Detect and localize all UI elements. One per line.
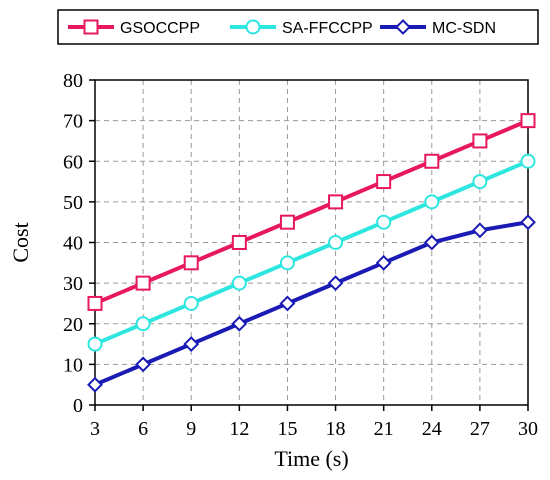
data-point: [183, 255, 199, 271]
y-tick-label: 70: [63, 111, 83, 133]
y-tick-label: 50: [63, 192, 83, 214]
legend-label: SA-FFCCPP: [282, 20, 373, 37]
data-point: [231, 275, 247, 291]
x-tick-label: 12: [229, 418, 249, 440]
data-point: [87, 336, 103, 352]
legend-item: GSOCCPP: [68, 19, 200, 37]
data-point: [135, 275, 151, 291]
data-point: [472, 133, 488, 149]
x-tick-label: 3: [90, 418, 100, 440]
data-point: [375, 254, 392, 271]
data-point: [424, 194, 440, 210]
data-point: [231, 315, 248, 332]
y-tick-label: 20: [63, 314, 83, 336]
data-point: [472, 174, 488, 190]
legend-item: SA-FFCCPP: [230, 19, 373, 37]
y-tick-label: 10: [63, 354, 83, 376]
data-point: [376, 214, 392, 230]
data-point: [279, 295, 296, 312]
data-point: [520, 214, 536, 231]
data-point: [183, 295, 199, 311]
data-point: [520, 113, 536, 129]
data-point: [328, 194, 344, 210]
series-sa-ffccpp: [87, 153, 536, 352]
x-tick-label: 21: [374, 418, 394, 440]
x-tick-label: 6: [138, 418, 148, 440]
data-point: [471, 222, 488, 239]
y-tick-label: 30: [63, 273, 83, 295]
y-tick-label: 60: [63, 151, 83, 173]
x-tick-label: 27: [470, 418, 490, 440]
x-axis-title: Time (s): [274, 446, 348, 471]
legend: GSOCCPP SA-FFCCPP MC-SDN: [57, 9, 539, 45]
data-point: [520, 153, 536, 169]
data-point: [424, 153, 440, 169]
y-tick-label: 0: [73, 395, 83, 417]
data-point: [87, 376, 103, 393]
series-mc-sdn: [87, 214, 536, 393]
legend-item: MC-SDN: [380, 19, 496, 37]
data-point: [328, 235, 344, 250]
legend-label: MC-SDN: [432, 20, 496, 37]
legend-label: GSOCCPP: [120, 20, 200, 37]
data-point: [231, 235, 247, 250]
x-tick-label: 9: [186, 418, 196, 440]
data-point: [327, 275, 344, 292]
axes: 0 10 20 30 40 50 60 70 80 3 6 9 12 15 18 21 24 27 30: [63, 70, 538, 440]
data-point: [87, 295, 103, 311]
x-tick-label: 24: [422, 418, 442, 440]
legend-marker: [83, 19, 99, 35]
data-point: [423, 234, 440, 251]
data-point: [279, 214, 295, 230]
series-gsoccpp: [87, 113, 536, 311]
legend-marker: [395, 19, 411, 35]
y-tick-label: 80: [63, 70, 83, 92]
y-tick-label: 40: [63, 233, 83, 255]
y-axis-title: Cost: [8, 222, 33, 262]
data-point: [135, 356, 152, 373]
data-point: [279, 255, 295, 271]
data-point: [135, 316, 151, 332]
data-point: [376, 174, 392, 190]
series-layer: [87, 113, 536, 393]
series-line: [94, 159, 529, 346]
series-line: [94, 220, 529, 387]
series-line: [94, 118, 529, 306]
x-tick-label: 18: [326, 418, 346, 440]
legend-box: [57, 9, 539, 45]
legend-marker: [245, 19, 261, 35]
data-point: [183, 336, 200, 352]
x-tick-label: 15: [277, 418, 297, 440]
x-tick-label: 30: [518, 418, 538, 440]
